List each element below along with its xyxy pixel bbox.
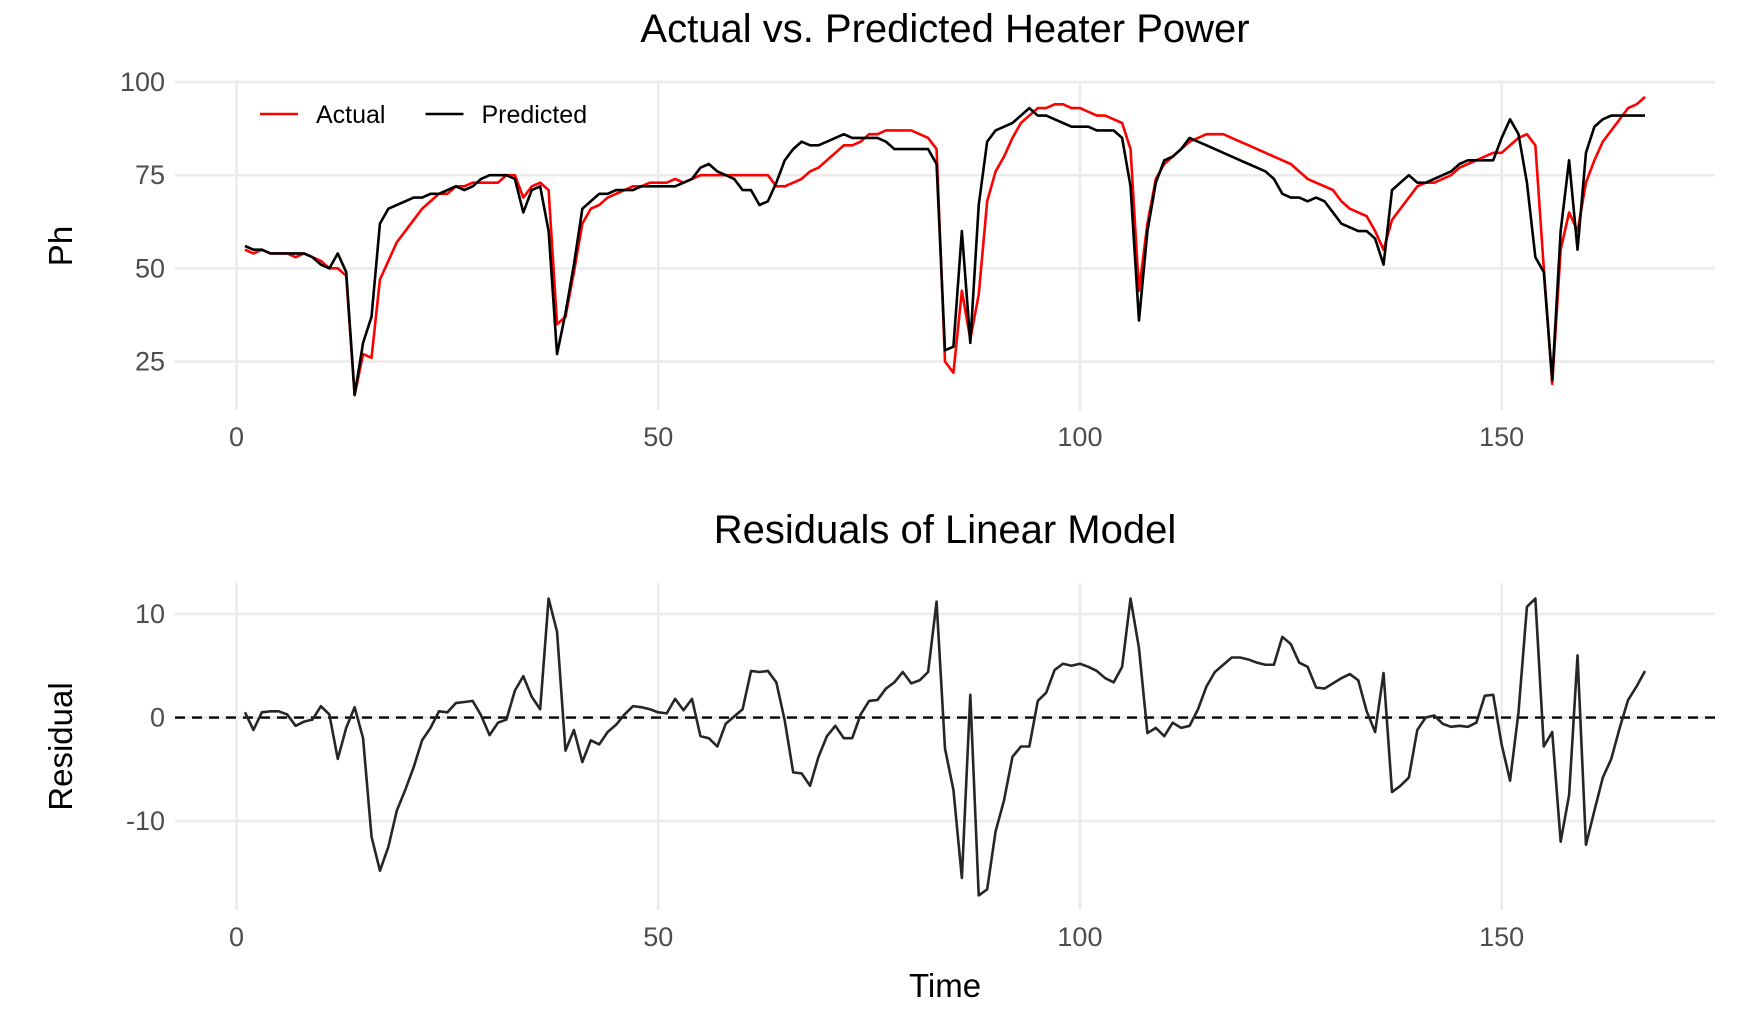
x-tick-label: 100 bbox=[1057, 922, 1102, 952]
y-axis-label: Residual bbox=[42, 682, 79, 810]
x-tick-label: 50 bbox=[643, 922, 673, 952]
y-tick-label: 75 bbox=[135, 160, 165, 190]
x-tick-label: 100 bbox=[1057, 422, 1102, 452]
x-tick-label: 150 bbox=[1479, 422, 1524, 452]
x-tick-label: 150 bbox=[1479, 922, 1524, 952]
y-axis-label: Ph bbox=[42, 226, 79, 266]
chart-title: Residuals of Linear Model bbox=[714, 508, 1176, 552]
legend: Actual Predicted bbox=[260, 101, 587, 129]
chart-title: Actual vs. Predicted Heater Power bbox=[640, 7, 1249, 51]
legend-label: Predicted bbox=[481, 101, 587, 129]
y-tick-label: 50 bbox=[135, 253, 165, 283]
legend-label: Actual bbox=[316, 101, 385, 129]
x-tick-label: 0 bbox=[229, 922, 244, 952]
series-line bbox=[243, 597, 1647, 897]
series-line bbox=[244, 106, 1645, 397]
y-tick-label: 0 bbox=[150, 703, 165, 733]
x-tick-label: 50 bbox=[643, 422, 673, 452]
y-tick-label: 25 bbox=[135, 347, 165, 377]
x-tick-label: 0 bbox=[229, 422, 244, 452]
x-axis-label: Time bbox=[909, 967, 981, 1004]
y-tick-label: 10 bbox=[135, 599, 165, 629]
y-tick-label: 100 bbox=[120, 67, 165, 97]
y-tick-label: -10 bbox=[126, 806, 165, 836]
